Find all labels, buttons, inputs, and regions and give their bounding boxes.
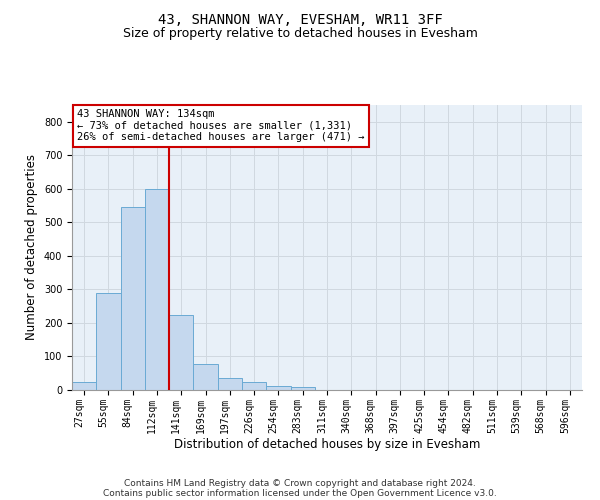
Bar bbox=[290, 388, 315, 390]
Bar bbox=[72, 382, 96, 390]
Bar bbox=[145, 189, 169, 390]
X-axis label: Distribution of detached houses by size in Evesham: Distribution of detached houses by size … bbox=[174, 438, 480, 452]
Text: Contains HM Land Registry data © Crown copyright and database right 2024.: Contains HM Land Registry data © Crown c… bbox=[124, 478, 476, 488]
Bar bbox=[193, 364, 218, 390]
Bar bbox=[242, 382, 266, 390]
Text: Contains public sector information licensed under the Open Government Licence v3: Contains public sector information licen… bbox=[103, 488, 497, 498]
Bar bbox=[218, 378, 242, 390]
Bar bbox=[121, 208, 145, 390]
Text: Size of property relative to detached houses in Evesham: Size of property relative to detached ho… bbox=[122, 28, 478, 40]
Bar bbox=[169, 314, 193, 390]
Text: 43 SHANNON WAY: 134sqm
← 73% of detached houses are smaller (1,331)
26% of semi-: 43 SHANNON WAY: 134sqm ← 73% of detached… bbox=[77, 110, 365, 142]
Bar bbox=[96, 294, 121, 390]
Text: 43, SHANNON WAY, EVESHAM, WR11 3FF: 43, SHANNON WAY, EVESHAM, WR11 3FF bbox=[158, 12, 442, 26]
Bar bbox=[266, 386, 290, 390]
Y-axis label: Number of detached properties: Number of detached properties bbox=[25, 154, 38, 340]
